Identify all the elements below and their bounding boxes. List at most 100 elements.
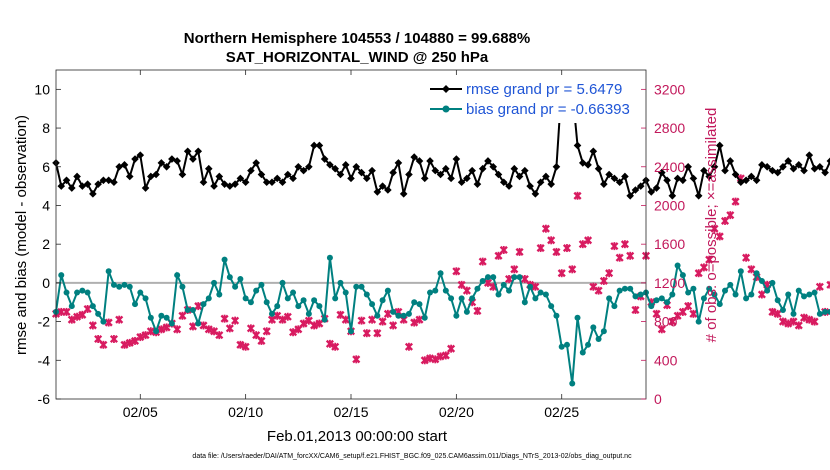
- rmse-point: [521, 166, 529, 175]
- rmse-point: [610, 174, 619, 183]
- obs-count-point: [389, 321, 398, 330]
- rmse-point: [389, 168, 397, 177]
- rmse-point: [536, 178, 545, 187]
- bias-point: [600, 328, 607, 335]
- bias-point: [432, 287, 439, 294]
- bias-point: [263, 299, 270, 306]
- obs-count-point: [362, 329, 371, 338]
- rmse-point: [373, 188, 382, 196]
- bias-point: [563, 341, 570, 348]
- bias-point: [558, 343, 565, 350]
- rmse-point: [531, 190, 540, 198]
- rmse-point: [178, 170, 187, 179]
- obs-count-point: [94, 334, 103, 344]
- bias-point: [511, 274, 518, 281]
- bias-point: [658, 295, 665, 302]
- bias-point: [790, 310, 797, 317]
- obs-count-point: [710, 224, 719, 233]
- bias-point: [590, 324, 597, 331]
- rmse-point: [821, 168, 829, 177]
- y-left-tick-label: -2: [38, 314, 51, 330]
- obs-count-point: [510, 265, 519, 274]
- x-tick-label: 02/15: [333, 404, 368, 420]
- rmse-point: [299, 166, 308, 175]
- bias-point: [653, 297, 660, 304]
- obs-count-point: [447, 344, 456, 353]
- bias-point: [369, 301, 376, 308]
- bias-point: [374, 312, 381, 319]
- bias-point: [553, 312, 560, 319]
- rmse-point: [431, 166, 440, 175]
- bias-point: [358, 283, 365, 290]
- obs-count-point: [431, 355, 440, 364]
- rmse-point: [220, 180, 229, 188]
- bias-point: [495, 291, 502, 298]
- legend-rmse-marker: [442, 85, 450, 93]
- rmse-point: [62, 176, 71, 185]
- bias-point: [506, 287, 513, 294]
- bias-point: [616, 287, 623, 294]
- obs-count-point: [373, 329, 382, 338]
- bias-point: [84, 289, 91, 296]
- bias-point: [727, 281, 734, 288]
- rmse-point: [363, 174, 371, 183]
- bias-point: [690, 285, 697, 292]
- bias-point: [242, 295, 249, 302]
- rmse-point: [457, 178, 466, 187]
- bias-point: [753, 270, 760, 277]
- bias-point: [664, 299, 671, 306]
- obs-count-point: [815, 282, 824, 291]
- bias-point: [200, 301, 207, 308]
- rmse-point: [405, 170, 413, 179]
- obs-count-point: [294, 325, 303, 334]
- rmse-point: [215, 172, 224, 181]
- bias-point: [416, 301, 423, 308]
- bias-point: [542, 291, 549, 298]
- bias-point: [353, 283, 360, 290]
- bias-point: [379, 297, 386, 304]
- data-file-footer: data file: /Users/raeder/DAI/ATM_forcXX/…: [192, 453, 632, 460]
- bias-point: [405, 310, 412, 317]
- obs-count-point: [62, 307, 71, 316]
- bias-point: [132, 301, 139, 308]
- bias-point: [274, 303, 281, 310]
- obs-count-point: [215, 331, 224, 340]
- rmse-point: [415, 157, 424, 165]
- rmse-point: [210, 182, 218, 190]
- bias-point: [479, 277, 486, 284]
- bias-point: [384, 287, 391, 294]
- rmse-point: [341, 161, 350, 169]
- obs-count-layer: [51, 174, 830, 365]
- obs-count-point: [88, 321, 97, 330]
- rmse-point: [262, 178, 271, 187]
- rmse-point: [352, 162, 361, 171]
- rmse-point: [494, 170, 503, 179]
- obs-count-point: [615, 253, 624, 262]
- obs-count-point: [368, 315, 377, 324]
- bias-point: [458, 295, 465, 302]
- rmse-point: [326, 161, 334, 169]
- rmse-point: [526, 182, 534, 190]
- obs-count-point: [378, 317, 387, 326]
- y-left-tick-label: 10: [34, 81, 50, 97]
- obs-count-point: [341, 315, 350, 324]
- rmse-point: [626, 191, 634, 200]
- legend-rmse-diamond: [442, 85, 450, 93]
- obs-count-point: [515, 247, 524, 256]
- obs-count-point: [699, 263, 708, 272]
- obs-count-point: [457, 280, 466, 289]
- rmse-point: [673, 174, 682, 183]
- bias-point: [79, 287, 86, 294]
- rmse-point: [689, 174, 698, 183]
- obs-count-point: [273, 311, 282, 320]
- obs-count-point: [578, 240, 587, 249]
- obs-count-point: [589, 282, 598, 291]
- bias-point: [337, 279, 344, 286]
- bias-point: [632, 293, 639, 300]
- rmse-point: [447, 174, 455, 183]
- obs-count-point: [531, 282, 540, 291]
- rmse-point: [204, 164, 213, 173]
- rmse-point: [763, 162, 771, 171]
- bias-point: [737, 268, 744, 275]
